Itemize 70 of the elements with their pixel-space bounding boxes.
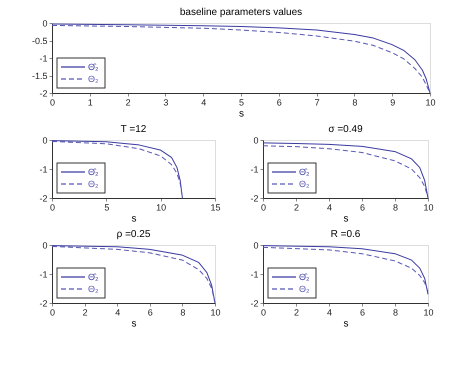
x-tick-label: 2 <box>126 98 131 108</box>
x-tick-label: 4 <box>326 202 332 212</box>
x-tick-label: 9 <box>390 98 396 108</box>
x-tick-label: 6 <box>148 308 153 318</box>
x-tick-label: 5 <box>238 98 244 108</box>
y-tick-label: -1 <box>250 164 258 174</box>
x-tick-label: 6 <box>276 98 282 108</box>
y-tick-label: -1 <box>39 164 48 174</box>
y-tick-label: 0 <box>42 136 48 146</box>
x-tick-label: 8 <box>392 308 398 318</box>
y-tick-label: -2 <box>250 194 258 204</box>
x-tick-label: 7 <box>314 98 320 108</box>
y-tick-label: 0 <box>42 240 48 250</box>
x-tick-label: 2 <box>82 308 88 318</box>
x-tick-label: 10 <box>423 202 434 212</box>
x-tick-label: 8 <box>352 98 358 108</box>
y-tick-label: -1 <box>39 270 48 280</box>
chart-title: T =12 <box>120 124 147 135</box>
legend-label: Θ̂₂ <box>88 272 99 282</box>
x-tick-label: 8 <box>180 308 186 318</box>
y-tick-label: 0 <box>253 240 258 250</box>
x-tick-label: 4 <box>326 308 332 318</box>
x-tick-label: 1 <box>88 98 93 108</box>
chart-title: ρ =0.25 <box>116 229 151 240</box>
legend-label: Θ̂₂ <box>88 62 99 72</box>
x-tick-label: 2 <box>294 308 300 318</box>
x-tick-label: 0 <box>50 202 56 212</box>
x-tick-label: 10 <box>425 98 436 108</box>
y-tick-label: -1 <box>250 270 258 280</box>
x-tick-label: 0 <box>260 202 266 212</box>
text: Θ₂ <box>299 284 310 294</box>
x-tick-label: 0 <box>50 308 56 318</box>
x-tick-label: 10 <box>210 308 221 318</box>
x-axis-title: s <box>344 318 348 330</box>
x-tick-label: 4 <box>201 98 206 108</box>
x-tick-label: 15 <box>210 202 221 212</box>
text: Θ̂₂ <box>299 272 310 282</box>
y-tick-label: -0.5 <box>32 36 48 46</box>
x-tick-label: 8 <box>392 202 398 212</box>
x-tick-label: 10 <box>423 308 434 318</box>
chart-title: σ =0.49 <box>328 124 364 135</box>
x-axis-title: s <box>344 214 348 224</box>
x-axis-title: s <box>132 318 136 330</box>
x-tick-label: 0 <box>50 98 56 108</box>
x-axis-title: s <box>132 214 136 224</box>
y-tick-label: -2 <box>39 298 48 308</box>
y-tick-label: -1.5 <box>32 71 48 81</box>
y-tick-label: -2 <box>39 194 48 204</box>
text: Θ₂ <box>88 179 99 189</box>
y-tick-label: -2 <box>250 298 258 308</box>
x-axis-title: s <box>239 108 244 120</box>
y-tick-label: 0 <box>253 136 258 146</box>
x-tick-label: 10 <box>156 202 166 212</box>
text: Θ̂₂ <box>88 167 99 177</box>
legend-label: Θ₂ <box>299 179 310 189</box>
x-tick-label: 4 <box>115 308 120 318</box>
y-tick-label: 0 <box>42 18 48 28</box>
legend-label: Θ₂ <box>88 74 99 84</box>
x-tick-label: 3 <box>163 98 168 108</box>
x-tick-label: 6 <box>360 308 366 318</box>
x-tick-label: 2 <box>294 202 300 212</box>
y-tick-label: -1 <box>39 54 48 64</box>
y-tick-label: -2 <box>39 88 48 98</box>
chart-title: R =0.6 <box>330 229 361 240</box>
x-tick-label: 5 <box>104 202 110 212</box>
legend-label: Θ₂ <box>88 284 99 294</box>
legend-label: Θ̂₂ <box>299 167 310 177</box>
x-tick-label: 6 <box>360 202 366 212</box>
x-tick-label: 0 <box>260 308 266 318</box>
chart-title: baseline parameters values <box>180 7 302 18</box>
